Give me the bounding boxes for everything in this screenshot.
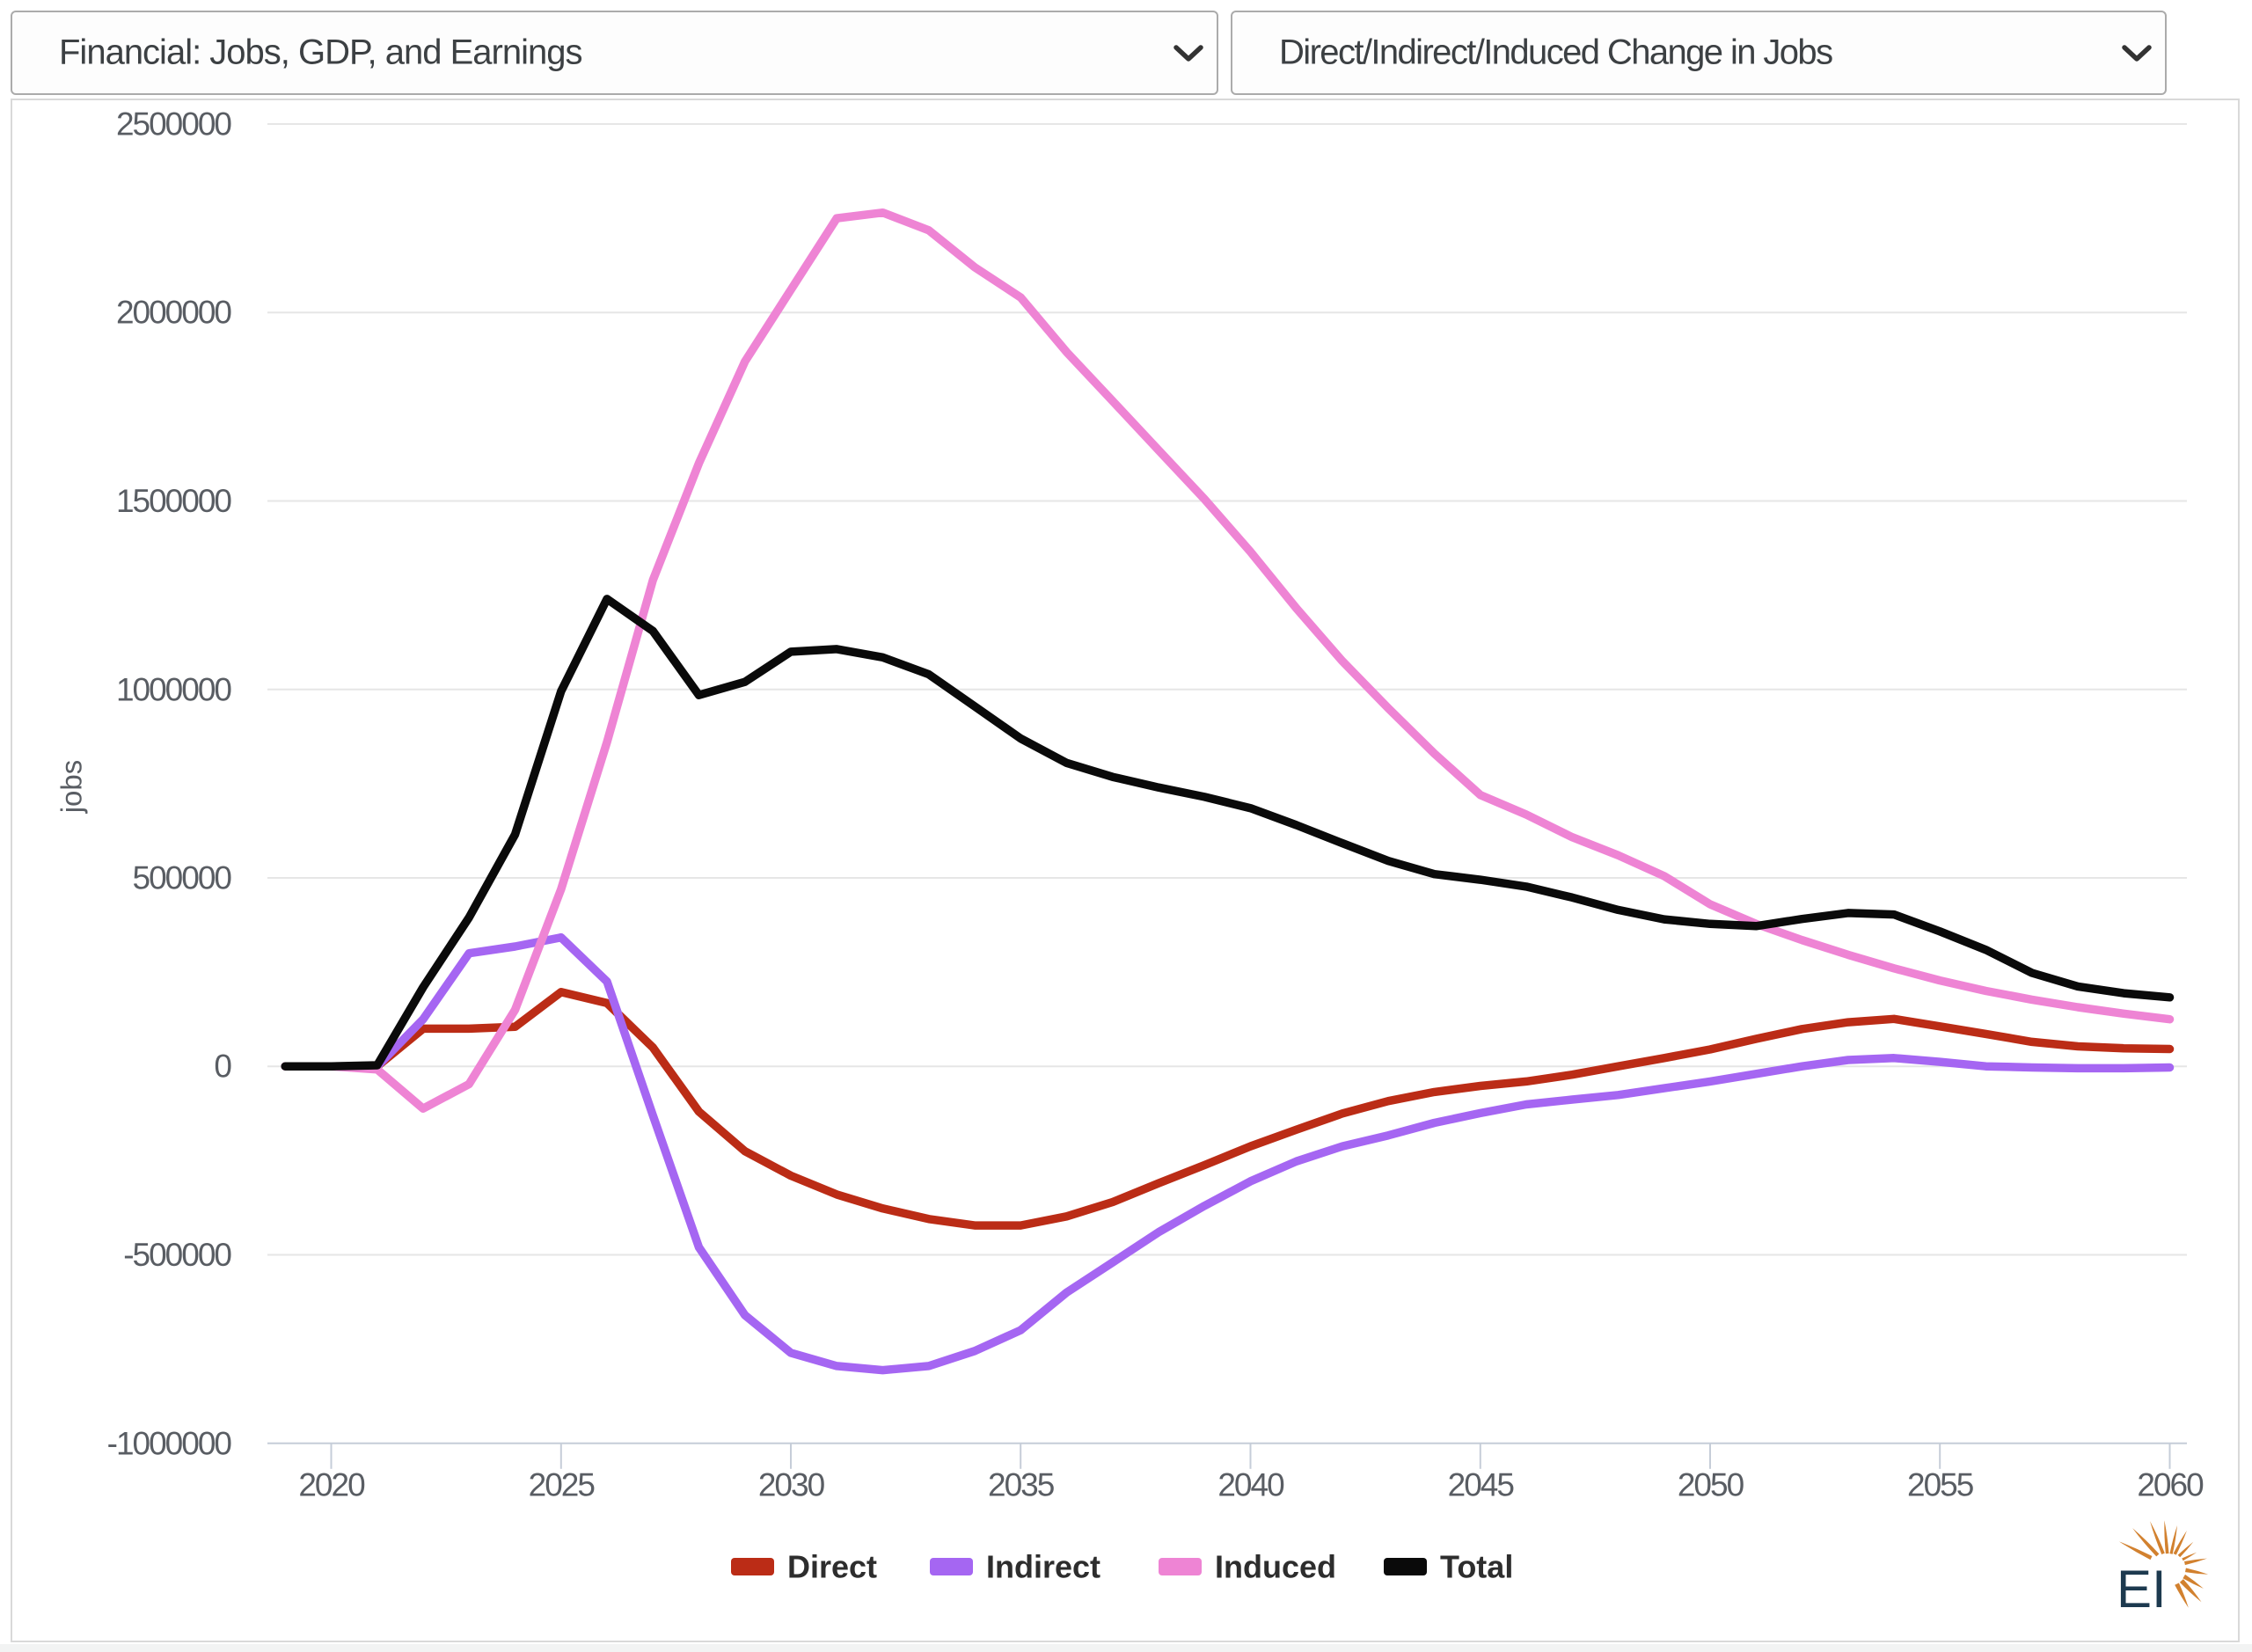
svg-text:2500000: 2500000	[116, 106, 231, 143]
svg-text:2055: 2055	[1907, 1466, 1974, 1502]
svg-text:0: 0	[214, 1049, 231, 1085]
svg-text:1000000: 1000000	[116, 671, 231, 707]
svg-text:2040: 2040	[1217, 1466, 1284, 1502]
svg-text:2035: 2035	[988, 1466, 1055, 1502]
svg-text:-500000: -500000	[123, 1237, 231, 1273]
svg-text:2060: 2060	[2137, 1466, 2204, 1502]
svg-text:2045: 2045	[1448, 1466, 1515, 1502]
svg-text:2050: 2050	[1678, 1466, 1744, 1502]
svg-text:2000000: 2000000	[116, 295, 231, 331]
svg-text:Indirect: Indirect	[986, 1549, 1100, 1585]
svg-text:-1000000: -1000000	[107, 1425, 232, 1461]
svg-text:jobs: jobs	[55, 760, 88, 815]
svg-text:500000: 500000	[133, 860, 232, 896]
svg-text:1500000: 1500000	[116, 483, 231, 519]
svg-text:Direct: Direct	[787, 1549, 877, 1585]
svg-text:EI: EI	[2117, 1560, 2167, 1619]
svg-text:2025: 2025	[529, 1466, 596, 1502]
svg-text:2030: 2030	[758, 1466, 825, 1502]
svg-text:Total: Total	[1440, 1549, 1513, 1585]
svg-text:Induced: Induced	[1215, 1549, 1336, 1585]
svg-text:2020: 2020	[298, 1466, 365, 1502]
